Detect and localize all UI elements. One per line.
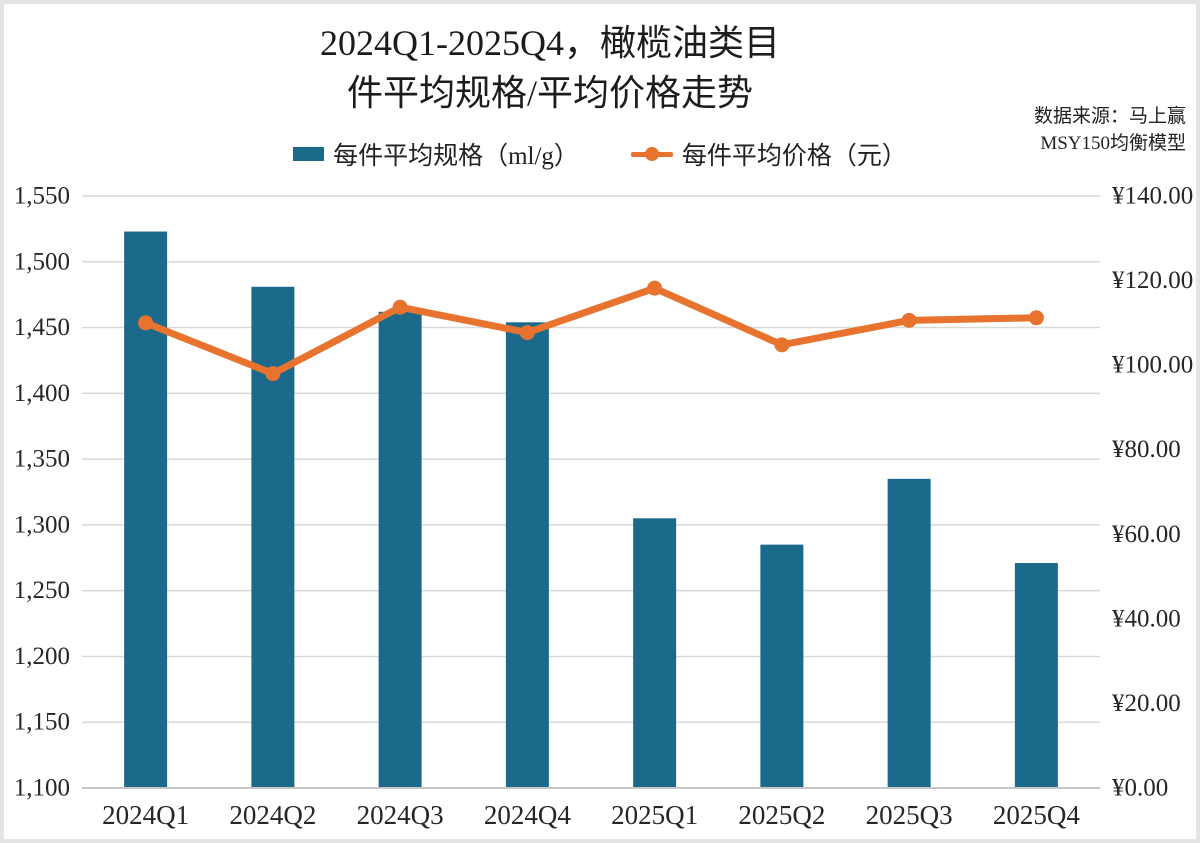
- line-series-dot-icon: [644, 147, 659, 161]
- x-axis-tick-label: 2025Q3: [866, 800, 953, 830]
- left-axis-tick-label: 1,200: [14, 643, 70, 670]
- x-axis-tick-label: 2025Q1: [611, 800, 698, 830]
- line-series-marker-icon: [630, 147, 673, 161]
- price-line: [142, 284, 1040, 378]
- right-axis-tick-label: ¥140.00: [1112, 183, 1193, 210]
- bar-series-swatch-icon: [293, 147, 325, 161]
- left-axis-tick-label: 1,300: [14, 511, 70, 538]
- left-axis-tick-label: 1,100: [14, 775, 70, 802]
- left-axis-tick-label: 1,150: [14, 709, 70, 736]
- price-point-2025Q2: [774, 337, 790, 353]
- bar-2025Q1: [633, 518, 677, 788]
- legend-item-avg-price[interactable]: 每件平均价格（元）: [630, 136, 907, 172]
- right-axis-tick-label: ¥60.00: [1112, 521, 1181, 548]
- x-axis-tick-label: 2024Q4: [484, 800, 571, 830]
- bar-2025Q3: [887, 478, 931, 788]
- price-point-2024Q3: [392, 299, 408, 315]
- left-axis-tick-label: 1,550: [14, 183, 70, 210]
- price-point-2024Q4: [519, 325, 535, 341]
- x-axis-tick-label: 2024Q3: [357, 800, 444, 830]
- price-point-2024Q1: [138, 315, 154, 331]
- legend: 每件平均规格（ml/g） 每件平均价格（元）: [0, 136, 1200, 172]
- right-axis-tick-label: ¥40.00: [1112, 605, 1181, 632]
- right-axis-tick-label: ¥100.00: [1112, 352, 1193, 379]
- left-axis-tick-label: 1,350: [14, 446, 70, 473]
- x-axis-tick-label: 2024Q2: [229, 800, 316, 830]
- bar-2024Q3: [378, 311, 422, 788]
- bar-2024Q1: [124, 231, 168, 788]
- left-axis-tick-label: 1,450: [14, 314, 70, 341]
- data-source-note: 数据来源：马上赢 MSY150均衡模型: [1034, 103, 1186, 157]
- price-point-2024Q2: [265, 366, 281, 382]
- price-point-2025Q3: [901, 312, 917, 328]
- data-source-line1: 数据来源：马上赢: [1033, 106, 1186, 127]
- x-axis-tick-label: 2025Q4: [993, 800, 1080, 830]
- chart-title-line2: 件平均规格/平均价格走势: [346, 73, 753, 113]
- x-axis-tick-label: 2025Q2: [738, 800, 825, 830]
- right-axis-tick-label: ¥20.00: [1112, 690, 1181, 717]
- chart-title-line1: 2024Q1-2025Q4，橄榄油类目: [320, 23, 780, 63]
- left-axis-tick-label: 1,500: [14, 248, 70, 275]
- left-axis-tick-label: 1,400: [14, 380, 70, 407]
- price-point-2025Q4: [1028, 310, 1044, 326]
- right-axis-tick-label: ¥0.00: [1112, 775, 1168, 802]
- right-axis-tick-label: ¥120.00: [1112, 267, 1193, 294]
- legend-label-avg-spec: 每件平均规格（ml/g）: [333, 143, 579, 170]
- legend-item-avg-spec[interactable]: 每件平均规格（ml/g）: [293, 136, 579, 172]
- bar-2024Q4: [505, 322, 549, 788]
- chart-title: 2024Q1-2025Q4，橄榄油类目 件平均规格/平均价格走势: [0, 18, 1100, 118]
- bar-2025Q4: [1014, 563, 1058, 788]
- bar-2025Q2: [760, 544, 804, 788]
- left-axis-tick-label: 1,250: [14, 577, 70, 604]
- price-point-2025Q1: [647, 280, 663, 296]
- x-axis-tick-label: 2024Q1: [102, 800, 189, 830]
- right-axis-tick-label: ¥80.00: [1112, 436, 1181, 463]
- data-source-line2: MSY150均衡模型: [1040, 133, 1186, 154]
- legend-label-avg-price: 每件平均价格（元）: [681, 143, 907, 170]
